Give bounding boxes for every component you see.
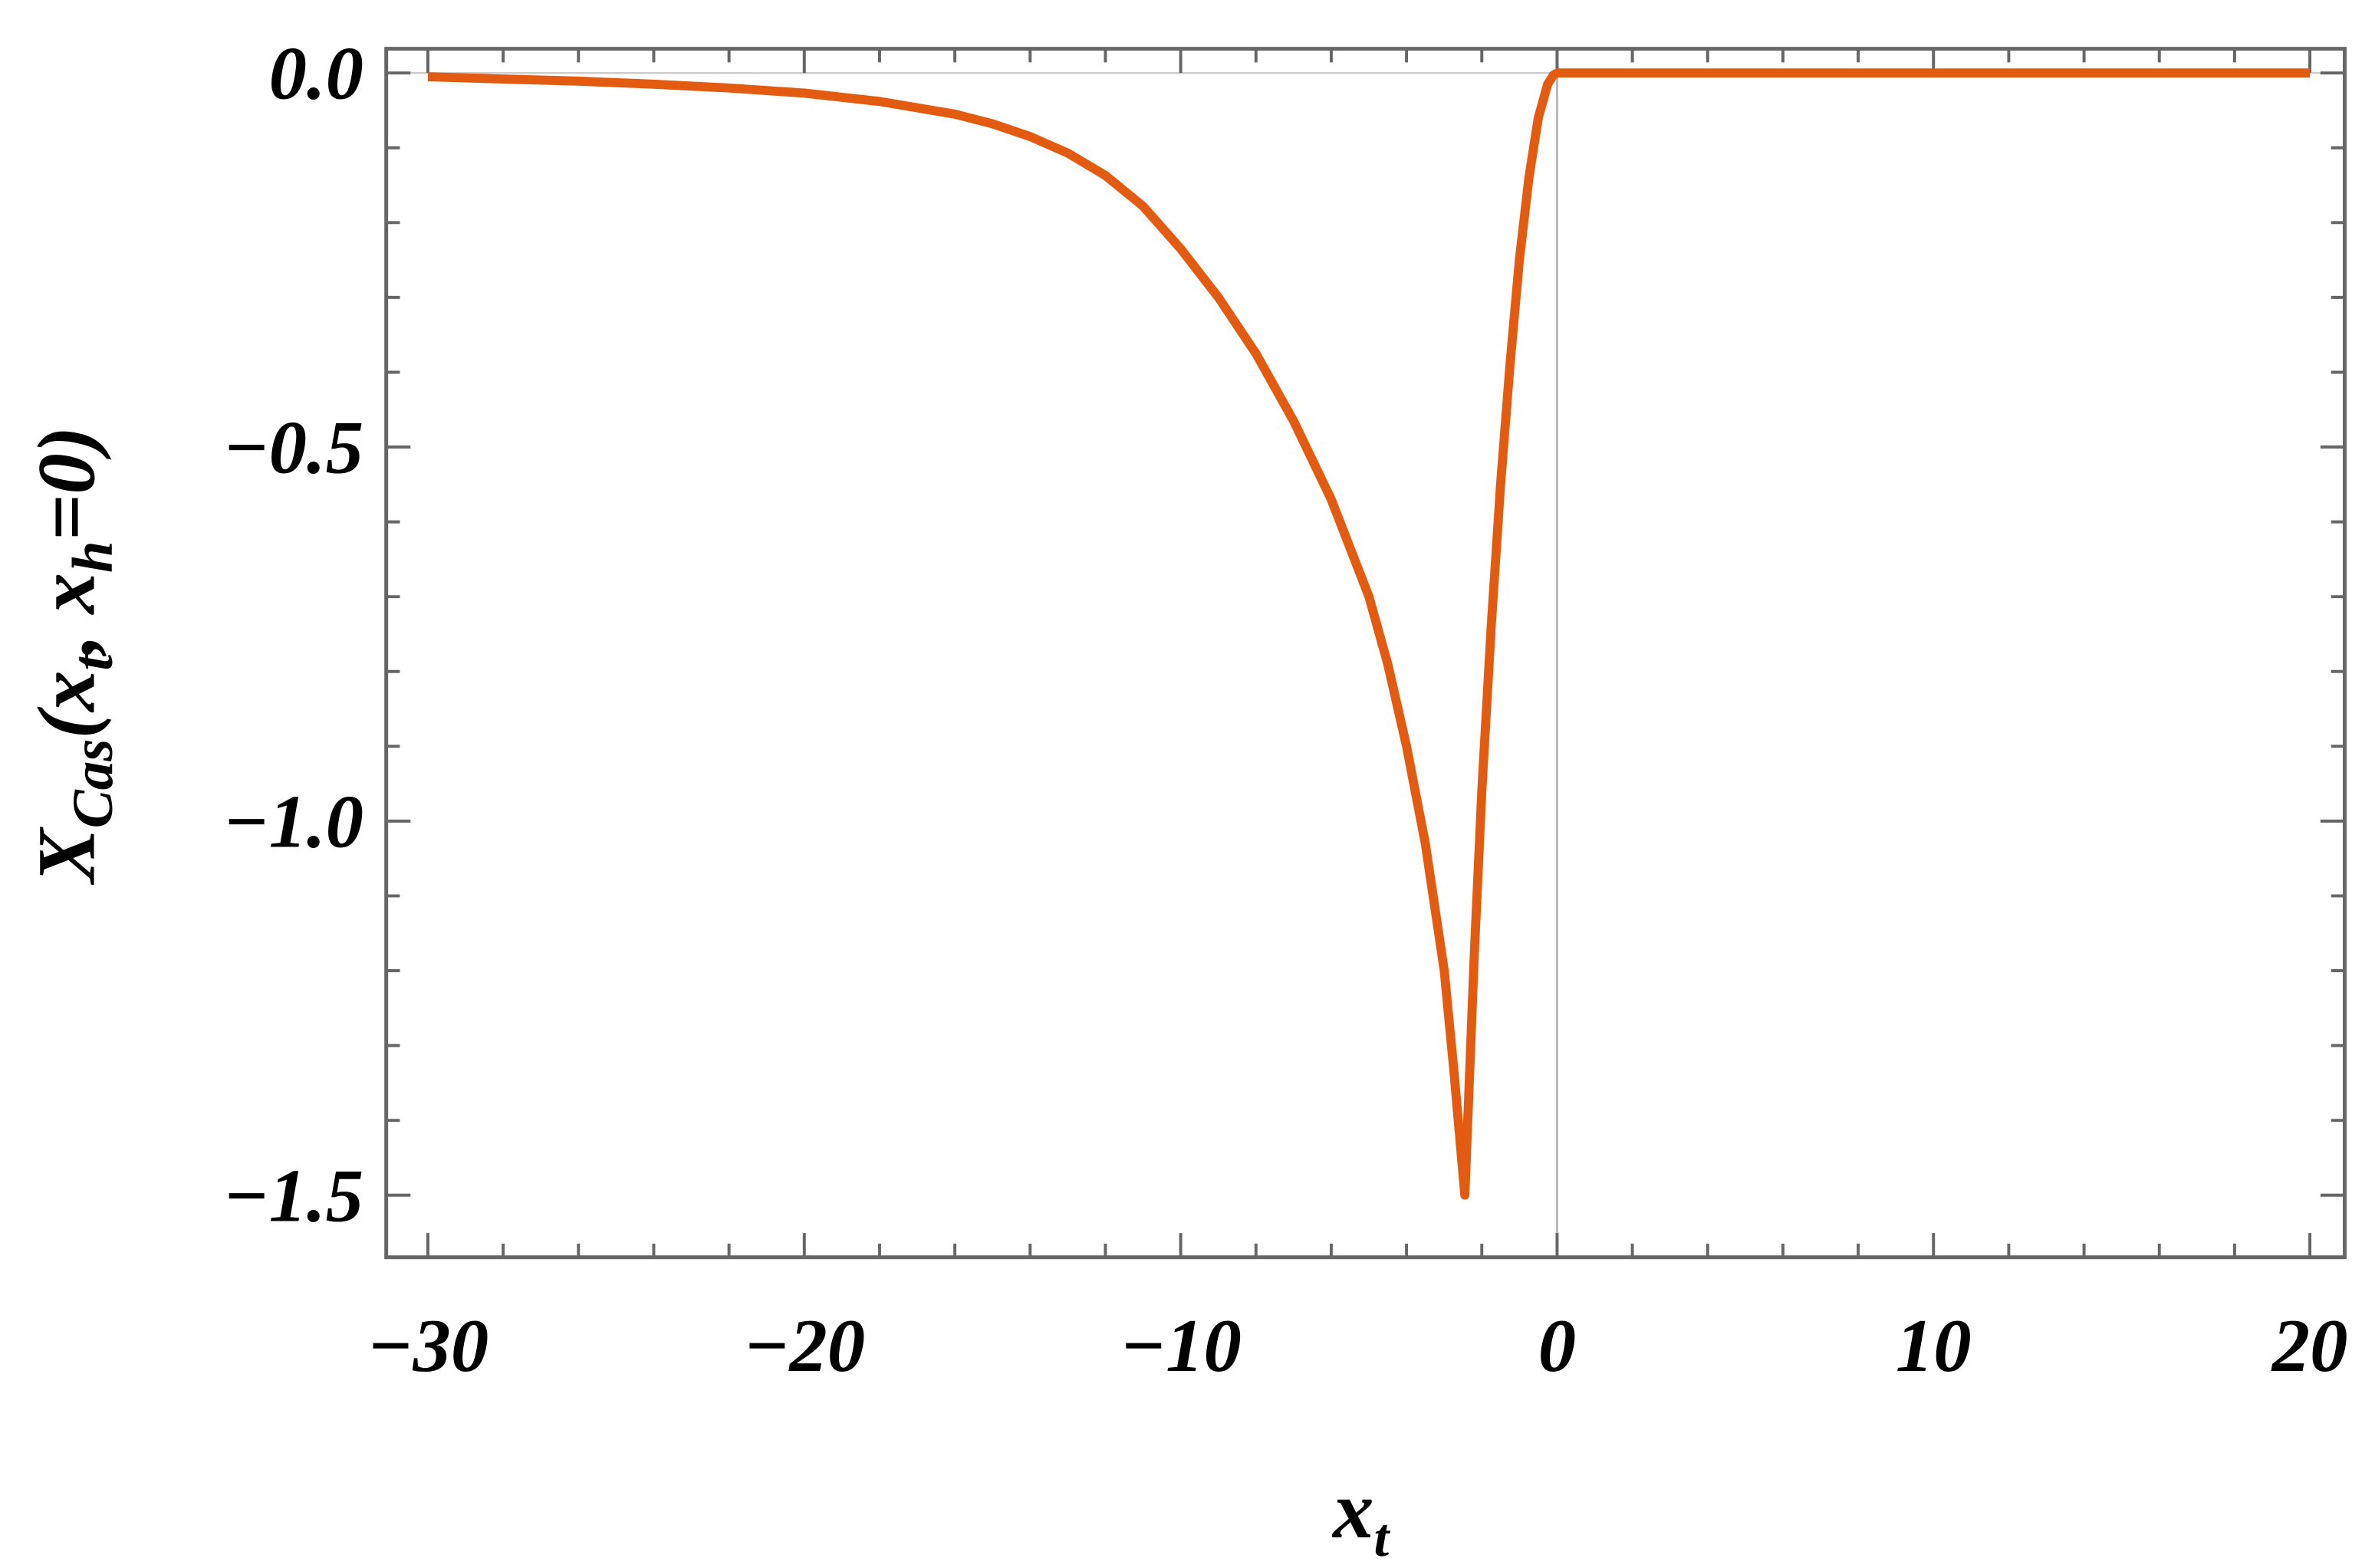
y-tick-label: −1.5 (223, 1154, 363, 1238)
tick-labels: −30 −20 −10 0 10 20 0.0 −0.5 −1.0 −1.5 (223, 32, 2348, 1388)
y-axis-label-sub3: h (61, 541, 125, 573)
y-axis-label-mid2: , x (21, 573, 112, 657)
y-axis-label-sub: Cas (61, 739, 125, 829)
x-axis-label-sub: t (1373, 1508, 1390, 1568)
y-axis-label-mid: (x (21, 671, 112, 739)
x-tick-label: 20 (2271, 1304, 2348, 1388)
y-axis-label-main: X (21, 826, 112, 885)
series-line (427, 68, 2311, 1200)
x-tick-label: −30 (367, 1304, 489, 1388)
series (427, 68, 2311, 1200)
x-tick-label: −10 (1120, 1304, 1242, 1388)
x-tick-label: −20 (743, 1304, 865, 1388)
ticks (386, 48, 2345, 1257)
x-tick-label: 0 (1538, 1304, 1576, 1388)
y-tick-label: −1.0 (223, 780, 363, 863)
y-axis-label: XCas(xt, xh=0) (21, 426, 125, 886)
x-axis-label-main: x (1331, 1465, 1373, 1556)
x-axis-label: xt (1331, 1465, 1390, 1568)
y-tick-label: −0.5 (223, 406, 363, 490)
plot-frame (384, 47, 2347, 1260)
y-axis-label-sub2: t (61, 653, 125, 671)
x-tick-label: 10 (1896, 1304, 1972, 1388)
y-axis-label-end: =0) (21, 426, 112, 541)
y-tick-label: 0.0 (269, 32, 363, 116)
zero-lines (386, 48, 2345, 1257)
